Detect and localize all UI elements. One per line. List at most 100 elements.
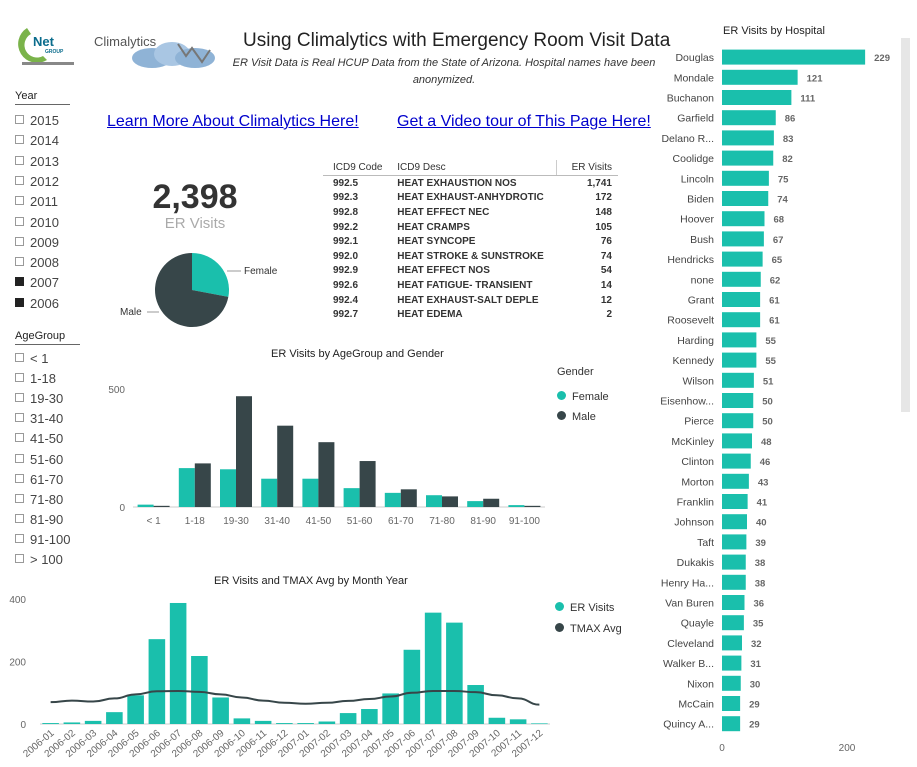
checkbox-icon[interactable]: [15, 236, 24, 246]
bar-female[interactable]: [426, 495, 442, 507]
bar-er-visits[interactable]: [148, 639, 166, 724]
bar-hospital[interactable]: [722, 49, 866, 65]
hospital-chart-scrollbar[interactable]: [901, 38, 910, 412]
bar-male[interactable]: [400, 489, 417, 507]
pie-slice-male[interactable]: [154, 253, 229, 327]
learn-more-link[interactable]: Learn More About Climalytics Here!: [107, 113, 359, 130]
table-row[interactable]: 992.1 HEAT SYNCOPE 76: [323, 234, 618, 249]
checkbox-icon[interactable]: [15, 257, 24, 267]
bar-hospital[interactable]: [722, 494, 748, 509]
table-row[interactable]: 992.7 HEAT EDEMA 2: [323, 307, 618, 322]
table-row[interactable]: 992.2 HEAT CRAMPS 105: [323, 220, 618, 235]
year-slicer-item[interactable]: 2006: [15, 296, 59, 311]
age-slicer-item[interactable]: < 1: [15, 351, 48, 366]
bar-hospital[interactable]: [722, 90, 792, 105]
checkbox-icon[interactable]: [15, 216, 24, 226]
bar-female[interactable]: [178, 468, 195, 507]
bar-male[interactable]: [524, 505, 541, 507]
bar-hospital[interactable]: [722, 292, 761, 307]
checkbox-icon[interactable]: [15, 353, 24, 362]
year-slicer-item[interactable]: 2008: [15, 255, 59, 270]
agegroup-gender-chart[interactable]: 0 500 < 1 1-18 19-30 31-40 41-50 51-60 61-70 71-8…: [100, 365, 550, 535]
bar-er-visits[interactable]: [63, 722, 81, 724]
bar-hospital[interactable]: [722, 534, 747, 550]
bar-male[interactable]: [359, 461, 376, 507]
bar-hospital[interactable]: [722, 554, 746, 570]
table-row[interactable]: 992.3 HEAT EXHAUST-ANHYDROTIC 172: [323, 191, 618, 206]
bar-hospital[interactable]: [722, 69, 798, 85]
bar-hospital[interactable]: [722, 211, 765, 227]
checkbox-icon[interactable]: [15, 297, 24, 307]
bar-er-visits[interactable]: [254, 720, 272, 724]
bar-hospital[interactable]: [722, 393, 754, 408]
bar-hospital[interactable]: [722, 271, 761, 287]
bar-er-visits[interactable]: [127, 695, 144, 724]
bar-male[interactable]: [194, 463, 211, 507]
checkbox-icon[interactable]: [15, 473, 24, 483]
bar-er-visits[interactable]: [191, 656, 208, 724]
line-tmax-avg[interactable]: [50, 689, 540, 706]
bar-er-visits[interactable]: [403, 649, 421, 724]
age-slicer-item[interactable]: 51-60: [15, 452, 63, 467]
checkbox-icon[interactable]: [15, 433, 24, 443]
year-slicer-item[interactable]: 2015: [15, 113, 59, 128]
year-slicer-item[interactable]: 2010: [15, 215, 59, 230]
table-row[interactable]: 992.9 HEAT EFFECT NOS 54: [323, 264, 618, 279]
year-slicer-item[interactable]: 2009: [15, 235, 59, 250]
bar-hospital[interactable]: [722, 574, 746, 590]
checkbox-icon[interactable]: [15, 513, 24, 523]
checkbox-icon[interactable]: [15, 413, 24, 423]
bar-er-visits[interactable]: [361, 709, 378, 724]
bar-er-visits[interactable]: [382, 693, 399, 724]
checkbox-icon[interactable]: [15, 175, 24, 185]
age-slicer-item[interactable]: 1-18: [15, 371, 56, 386]
bar-hospital[interactable]: [722, 615, 744, 631]
bar-er-visits[interactable]: [446, 622, 463, 724]
icd9-desc-header[interactable]: ICD9 Desc: [387, 160, 557, 176]
age-slicer-item[interactable]: 71-80: [15, 492, 63, 507]
video-tour-link[interactable]: Get a Video tour of This Page Here!: [397, 113, 651, 130]
year-slicer-item[interactable]: 2011: [15, 194, 58, 209]
bar-er-visits[interactable]: [84, 720, 102, 724]
bar-hospital[interactable]: [722, 150, 774, 166]
checkbox-icon[interactable]: [15, 393, 24, 403]
legend-tmax[interactable]: TMAX Avg: [555, 623, 622, 635]
legend-male[interactable]: Male: [557, 411, 596, 423]
bar-female[interactable]: [467, 501, 484, 507]
bar-female[interactable]: [343, 488, 360, 507]
year-slicer-item[interactable]: 2012: [15, 174, 59, 189]
table-row[interactable]: 992.8 HEAT EFFECT NEC 148: [323, 205, 618, 220]
bar-hospital[interactable]: [722, 635, 742, 651]
checkbox-icon[interactable]: [15, 196, 24, 206]
bar-hospital[interactable]: [722, 332, 757, 348]
bar-hospital[interactable]: [722, 170, 769, 186]
age-slicer-item[interactable]: > 100: [15, 552, 63, 567]
er-visits-header[interactable]: ER Visits: [555, 160, 618, 176]
bar-female[interactable]: [261, 478, 278, 507]
age-slicer-item[interactable]: 19-30: [15, 391, 63, 406]
bar-hospital[interactable]: [722, 453, 751, 469]
gender-pie-chart[interactable]: Female Male: [110, 250, 320, 332]
bar-hospital[interactable]: [722, 716, 741, 732]
bar-hospital[interactable]: [722, 110, 776, 126]
bar-er-visits[interactable]: [233, 718, 251, 724]
bar-hospital[interactable]: [722, 352, 757, 368]
bar-hospital[interactable]: [722, 473, 749, 489]
bar-hospital[interactable]: [722, 130, 774, 146]
checkbox-icon[interactable]: [15, 453, 24, 463]
icd9-code-header[interactable]: ICD9 Code: [323, 160, 388, 176]
bar-er-visits[interactable]: [339, 713, 357, 724]
table-row[interactable]: 992.4 HEAT EXHAUST-SALT DEPLE 12: [323, 293, 618, 308]
bar-hospital[interactable]: [722, 372, 754, 388]
bar-hospital[interactable]: [722, 251, 763, 267]
checkbox-icon[interactable]: [15, 277, 24, 287]
month-year-chart[interactable]: 02004002006-012006-022006-032006-042006-…: [0, 590, 555, 767]
bar-er-visits[interactable]: [467, 685, 484, 724]
checkbox-icon[interactable]: [15, 554, 24, 563]
bar-er-visits[interactable]: [424, 612, 442, 724]
checkbox-icon[interactable]: [15, 493, 24, 503]
age-slicer-item[interactable]: 31-40: [15, 411, 63, 426]
legend-female[interactable]: Female: [557, 391, 609, 403]
pie-slice-female[interactable]: [192, 253, 229, 297]
bar-male[interactable]: [442, 496, 458, 507]
